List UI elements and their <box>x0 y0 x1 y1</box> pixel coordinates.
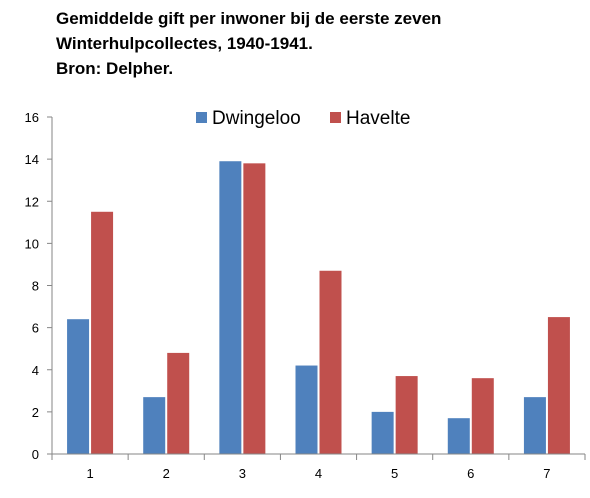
bars <box>67 161 570 454</box>
legend: Dwingeloo Havelte <box>196 108 410 129</box>
y-tick-label: 0 <box>32 447 39 462</box>
x-tick-label: 4 <box>315 466 322 481</box>
y-tick-label: 14 <box>25 152 39 167</box>
axes <box>51 117 585 455</box>
bar-havelte-7 <box>547 317 570 454</box>
y-axis-ticks: 0 2 4 6 8 10 12 14 16 <box>25 110 52 462</box>
bar-havelte-5 <box>395 376 418 454</box>
x-tick-label: 6 <box>467 466 474 481</box>
chart-title-line-1: Gemiddelde gift per inwoner bij de eerst… <box>56 9 442 28</box>
bar-dwingeloo-5 <box>371 411 394 454</box>
x-tick-label: 7 <box>543 466 550 481</box>
bar-havelte-3 <box>243 163 266 454</box>
bar-dwingeloo-7 <box>523 397 546 454</box>
y-tick-label: 4 <box>32 363 39 378</box>
y-tick-label: 2 <box>32 405 39 420</box>
legend-swatch-dwingeloo <box>196 112 207 123</box>
bar-dwingeloo-4 <box>295 365 318 454</box>
bar-dwingeloo-2 <box>143 397 166 454</box>
chart-title-line-2: Winterhulpcollectes, 1940-1941. <box>56 34 313 53</box>
legend-swatch-havelte <box>330 112 341 123</box>
bar-havelte-6 <box>471 378 494 454</box>
bar-dwingeloo-6 <box>447 418 470 454</box>
x-tick-label: 3 <box>239 466 246 481</box>
y-tick-label: 6 <box>32 321 39 336</box>
bar-dwingeloo-1 <box>67 319 90 454</box>
chart-title: Gemiddelde gift per inwoner bij de eerst… <box>56 6 576 81</box>
y-tick-label: 10 <box>25 236 39 251</box>
x-axis-ticks: 1 2 3 4 5 6 7 <box>51 454 586 481</box>
y-tick-label: 8 <box>32 279 39 294</box>
bar-havelte-1 <box>91 211 114 454</box>
x-tick-label: 2 <box>163 466 170 481</box>
bar-havelte-4 <box>319 270 342 454</box>
x-tick-label: 5 <box>391 466 398 481</box>
bar-havelte-2 <box>167 352 190 454</box>
y-tick-label: 16 <box>25 110 39 125</box>
legend-label-dwingeloo: Dwingeloo <box>212 108 301 129</box>
x-tick-label: 1 <box>86 466 93 481</box>
bar-dwingeloo-3 <box>219 161 242 454</box>
y-tick-label: 12 <box>25 194 39 209</box>
chart-title-line-3: Bron: Delpher. <box>56 59 174 78</box>
legend-label-havelte: Havelte <box>346 108 410 129</box>
